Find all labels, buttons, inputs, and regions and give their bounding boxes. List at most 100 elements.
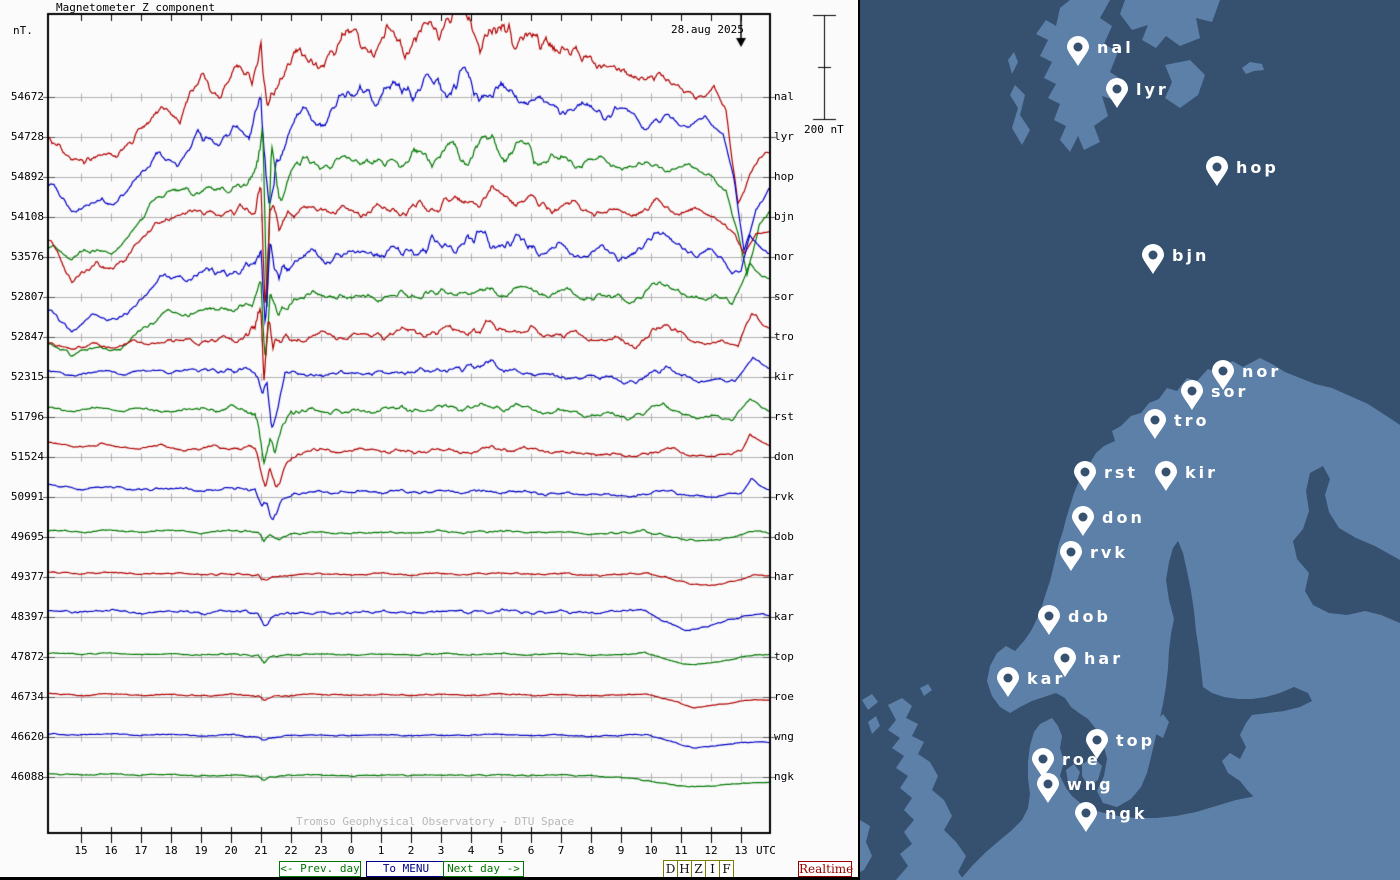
x-axis-tick-label: 12 — [704, 844, 718, 857]
station-label-kar: kar — [774, 610, 794, 623]
map-pin-label-don: don — [1102, 508, 1145, 527]
component-button-H[interactable]: H — [677, 860, 692, 878]
y-axis-label-kar: 48397 — [10, 610, 44, 623]
map-pin-ngk[interactable]: ngk — [1075, 802, 1147, 832]
map-pin-rvk[interactable]: rvk — [1060, 541, 1128, 571]
pin-hole — [1078, 512, 1088, 522]
pin-hole — [1218, 366, 1228, 376]
map-pin-nor[interactable]: nor — [1212, 360, 1281, 390]
pin-hole — [1060, 653, 1070, 663]
map-pin-label-bjn: bjn — [1172, 246, 1209, 265]
x-axis-tick-label: 4 — [467, 844, 475, 857]
y-axis-label-ngk: 46088 — [10, 770, 44, 783]
map-pin-sor[interactable]: sor — [1181, 380, 1248, 410]
station-label-roe: roe — [774, 690, 794, 703]
pin-hole — [1044, 611, 1054, 621]
x-axis-tick-label: 18 — [164, 844, 178, 857]
x-axis-tick-label: 8 — [587, 844, 595, 857]
pin-hole — [1212, 162, 1222, 172]
station-label-nor: nor — [774, 250, 794, 263]
divider — [0, 877, 858, 880]
station-map: nal lyr hop bjn nor sor tro rst kir don rvk dob har k… — [858, 0, 1400, 880]
next-day-button[interactable]: Next day -> — [443, 861, 524, 877]
map-pin-nal[interactable]: nal — [1067, 36, 1134, 66]
map-pin-tro[interactable]: tro — [1144, 409, 1210, 439]
station-label-rvk: rvk — [774, 490, 794, 503]
x-axis-tick-label: 2 — [407, 844, 415, 857]
map-pin-label-nor: nor — [1242, 362, 1281, 381]
component-button-Z[interactable]: Z — [691, 860, 706, 878]
kong-karls-land — [1242, 62, 1264, 74]
map-pin-bjn[interactable]: bjn — [1142, 244, 1209, 274]
x-axis-tick-label: 15 — [74, 844, 88, 857]
pin-hole — [1148, 250, 1158, 260]
chart-title: Magnetometer Z component — [56, 1, 215, 14]
x-axis-tick-label: 6 — [527, 844, 535, 857]
station-label-dob: dob — [774, 530, 794, 543]
x-axis-unit-label: UTC — [756, 844, 776, 857]
x-axis-tick-label: 1 — [377, 844, 385, 857]
x-axis-tick-label: 21 — [254, 844, 268, 857]
y-axis-label-kir: 52315 — [10, 370, 44, 383]
map-pin-kar[interactable]: kar — [997, 667, 1065, 697]
station-label-top: top — [774, 650, 794, 663]
map-pin-label-top: top — [1116, 731, 1155, 750]
station-label-rst: rst — [774, 410, 794, 423]
y-axis-label-wng: 46620 — [10, 730, 44, 743]
pin-hole — [1038, 754, 1048, 764]
component-button-F[interactable]: F — [719, 860, 734, 878]
y-axis-label-dob: 49695 — [10, 530, 44, 543]
pin-hole — [1150, 415, 1160, 425]
scale-bar-label: 200 nT — [804, 123, 844, 136]
y-axis-label-tro: 52847 — [10, 330, 44, 343]
x-axis-tick-label: 19 — [194, 844, 208, 857]
component-button-D[interactable]: D — [663, 860, 678, 878]
map-pin-label-hop: hop — [1236, 158, 1279, 177]
map-pin-label-lyr: lyr — [1136, 80, 1169, 99]
x-axis-tick-label: 10 — [644, 844, 658, 857]
observatory-credit: Tromso Geophysical Observatory - DTU Spa… — [296, 815, 575, 828]
date-label: 28.aug 2025 — [671, 23, 744, 36]
y-axis-label-har: 49377 — [10, 570, 44, 583]
y-axis-label-top: 47872 — [10, 650, 44, 663]
map-pin-lyr[interactable]: lyr — [1106, 78, 1169, 108]
map-pin-label-sor: sor — [1211, 382, 1248, 401]
map-pin-roe[interactable]: roe — [1032, 748, 1101, 778]
map-pin-label-wng: wng — [1067, 775, 1114, 794]
x-axis-tick-label: 17 — [134, 844, 148, 857]
x-axis-tick-label: 16 — [104, 844, 118, 857]
pin-hole — [1003, 673, 1013, 683]
realtime-button[interactable]: Realtime — [798, 861, 854, 877]
x-axis-tick-label: 20 — [224, 844, 238, 857]
white-sea — [1293, 466, 1400, 623]
map-pin-label-rvk: rvk — [1090, 543, 1128, 562]
y-axis-label-rvk: 50991 — [10, 490, 44, 503]
svalbard-spitsbergen — [1036, 0, 1122, 152]
map-pin-hop[interactable]: hop — [1206, 156, 1279, 186]
component-button-I[interactable]: I — [705, 860, 720, 878]
map-pin-kir[interactable]: kir — [1155, 461, 1218, 491]
pin-hole — [1080, 467, 1090, 477]
prev-day-button[interactable]: <- Prev. day — [279, 861, 361, 877]
map-pin-har[interactable]: har — [1054, 647, 1123, 677]
map-pin-label-kar: kar — [1027, 669, 1065, 688]
continent-europe — [960, 718, 1400, 880]
pin-hole — [1073, 42, 1083, 52]
orkney — [920, 684, 932, 696]
ireland-sliver — [860, 820, 872, 872]
y-axis-label-roe: 46734 — [10, 690, 44, 703]
denmark-funen — [1066, 764, 1080, 784]
map-pin-rst[interactable]: rst — [1074, 461, 1138, 491]
map-pin-label-kir: kir — [1185, 463, 1218, 482]
station-label-hop: hop — [774, 170, 794, 183]
to-menu-button[interactable]: To MENU — [366, 861, 446, 877]
pin-hole — [1112, 84, 1122, 94]
map-pin-don[interactable]: don — [1072, 506, 1145, 536]
map-pin-wng[interactable]: wng — [1037, 773, 1114, 803]
map-pin-top[interactable]: top — [1086, 729, 1155, 759]
map-pin-dob[interactable]: dob — [1038, 605, 1111, 635]
x-axis-tick-label: 7 — [557, 844, 565, 857]
x-axis-tick-label: 13 — [734, 844, 748, 857]
map-pin-label-rst: rst — [1104, 463, 1138, 482]
